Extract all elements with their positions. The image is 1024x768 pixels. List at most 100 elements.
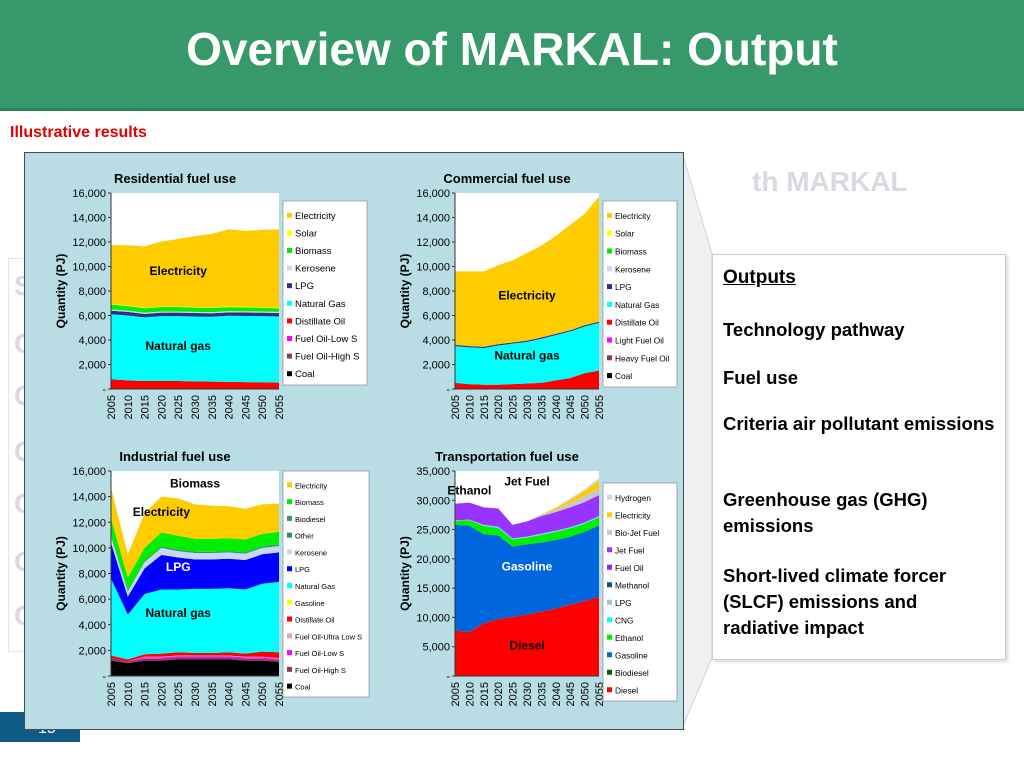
legend-entry: Fuel Oil-Low S [295, 649, 344, 658]
area-bio-jet-fuel [455, 487, 599, 525]
legend-swatch [287, 532, 292, 538]
y-tick-label: 30,000 [416, 495, 450, 507]
y-axis-label: Quantity (PJ) [398, 254, 412, 329]
legend-swatch [607, 284, 612, 290]
y-tick-label: 16,000 [72, 188, 106, 200]
header-bar [0, 0, 1024, 108]
legend-swatch [607, 582, 612, 588]
legend-entry: Kerosene [615, 264, 651, 274]
legend-swatch [607, 337, 612, 343]
legend-swatch [287, 353, 292, 359]
legend-swatch [287, 212, 292, 218]
legend-entry: Gasoline [295, 599, 325, 608]
legend-entry: Other [295, 532, 314, 541]
legend-swatch [607, 373, 612, 379]
legend-entry: Natural Gas [295, 582, 335, 591]
y-tick-label: 6,000 [78, 594, 106, 606]
area-kerosene [111, 309, 279, 314]
area-gasoline [455, 524, 599, 633]
legend-swatch [287, 265, 292, 271]
legend-entry: Natural Gas [615, 300, 659, 310]
x-tick-label: 2020 [493, 682, 505, 706]
legend-swatch [287, 566, 292, 572]
area-fuel-oil-ultra-low-s [111, 655, 279, 662]
x-tick-label: 2015 [479, 395, 491, 419]
x-tick-label: 2030 [522, 395, 534, 419]
legend-entry: Electricity [295, 481, 327, 490]
y-tick-label: 35,000 [416, 466, 450, 478]
legend-entry: Bio-Jet Fuel [615, 528, 659, 538]
legend-entry: LPG [615, 598, 632, 608]
area-lpg [111, 542, 279, 615]
y-tick-label: 8,000 [422, 286, 450, 298]
x-tick-label: 2020 [493, 395, 505, 419]
x-tick-label: 2005 [450, 682, 462, 706]
x-tick-label: 2025 [173, 682, 185, 706]
legend-swatch [287, 666, 292, 672]
legend-swatch [607, 547, 612, 553]
y-tick-label: 10,000 [72, 262, 106, 274]
legend-entry: Electricity [615, 510, 651, 520]
legend-entry: Distillate Oil [615, 318, 659, 328]
y-tick-label: 2,000 [78, 645, 106, 657]
legend-swatch [287, 336, 292, 341]
area-annotation: Biomass [170, 477, 220, 491]
y-tick-label: 4,000 [78, 335, 106, 347]
legend-entry: Biodiesel [295, 515, 326, 524]
x-tick-label: 2020 [156, 395, 168, 419]
y-tick-label: 2,000 [422, 360, 450, 372]
legend-swatch [287, 549, 292, 555]
legend-entry: Fuel Oil-Low S [295, 334, 357, 345]
x-tick-label: 2050 [580, 682, 592, 706]
legend-swatch [607, 494, 612, 500]
y-tick-label: 10,000 [416, 612, 450, 624]
legend-entry: Fuel Oil-Ultra Low S [295, 632, 362, 641]
page-title: Overview of MARKAL: Output [186, 23, 838, 75]
x-tick-label: 2040 [551, 395, 563, 419]
legend-entry: Hydrogen [615, 493, 651, 503]
area-solar [111, 303, 279, 309]
y-tick-label: 10,000 [72, 543, 106, 555]
outputs-title: Outputs [723, 267, 796, 288]
x-tick-label: 2015 [140, 395, 152, 419]
x-tick-label: 2025 [508, 395, 520, 419]
background-text-markal: th MARKAL [752, 166, 908, 197]
area-electricity [455, 480, 599, 525]
x-tick-label: 2045 [240, 395, 252, 419]
x-tick-label: 2055 [594, 395, 606, 419]
y-tick-label: 6,000 [78, 311, 106, 323]
legend-entry: Coal [615, 371, 632, 381]
area-jet-fuel [455, 495, 599, 539]
y-tick-label: 15,000 [416, 583, 450, 595]
legend-entry: Fuel Oil [615, 563, 644, 573]
area-annotation: Jet Fuel [504, 475, 549, 489]
x-tick-label: 2040 [551, 682, 563, 706]
legend-swatch [607, 319, 612, 325]
y-tick-label: 14,000 [72, 213, 106, 225]
legend-swatch [287, 300, 292, 306]
legend-entry: CNG [615, 615, 633, 625]
x-tick-label: 2005 [106, 682, 118, 706]
y-tick-label: 14,000 [72, 492, 106, 504]
area-fuel-oil-high-s [111, 657, 279, 664]
x-tick-label: 2045 [240, 682, 252, 706]
legend-entry: Kerosene [295, 264, 336, 275]
y-tick-label: 2,000 [78, 360, 106, 372]
legend-entry: Electricity [615, 211, 651, 221]
legend-entry: Light Fuel Oil [615, 336, 664, 346]
area-annotation: LPG [166, 560, 191, 574]
legend-entry: Natural Gas [295, 299, 346, 310]
legend-entry: Biomass [295, 498, 324, 507]
legend-swatch [607, 564, 612, 570]
legend-entry: Coal [295, 369, 315, 380]
x-tick-label: 2010 [464, 682, 476, 706]
area-annotation: Electricity [498, 289, 556, 303]
legend-swatch [607, 599, 612, 605]
legend-swatch [287, 650, 292, 656]
chart-title: Transportation fuel use [435, 449, 579, 464]
area-lpg [111, 310, 279, 318]
chart-3: Industrial fuel use - 2,000 4,000 6,000 8,000… [54, 449, 370, 706]
header-divider [0, 108, 1024, 111]
legend-entry: Heavy Fuel Oil [615, 353, 670, 363]
y-tick-label: 6,000 [422, 311, 450, 323]
